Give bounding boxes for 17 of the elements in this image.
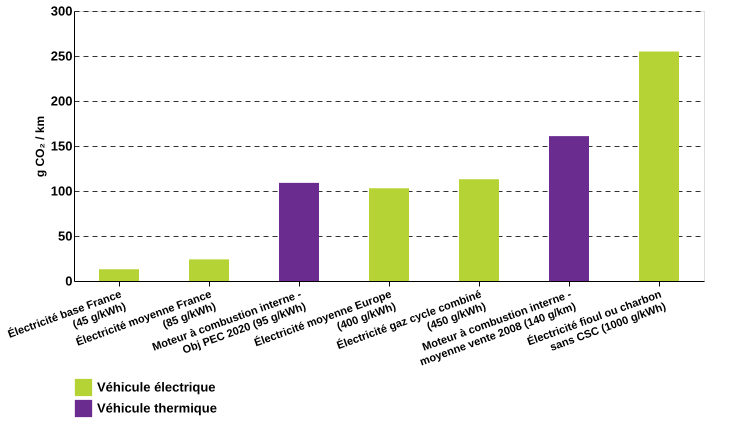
y-tick-label: 150 (50, 138, 72, 154)
bar (99, 269, 139, 281)
y-tick-label: 50 (58, 228, 72, 244)
y-tick-label: 0 (65, 274, 72, 288)
bar (279, 182, 319, 281)
bar (369, 188, 409, 281)
legend-label: Véhicule thermique (97, 400, 217, 416)
bar (639, 52, 679, 281)
y-tick-label: 200 (50, 94, 72, 108)
bar (189, 259, 229, 281)
y-tick-label: 300 (50, 4, 72, 18)
y-axis-title: g CO₂ / km (32, 116, 47, 178)
y-tick-label: 100 (50, 184, 72, 198)
legend-label: Véhicule électrique (97, 380, 216, 394)
y-tick-label: 250 (50, 48, 72, 64)
bar (549, 136, 589, 281)
bar (459, 179, 499, 281)
